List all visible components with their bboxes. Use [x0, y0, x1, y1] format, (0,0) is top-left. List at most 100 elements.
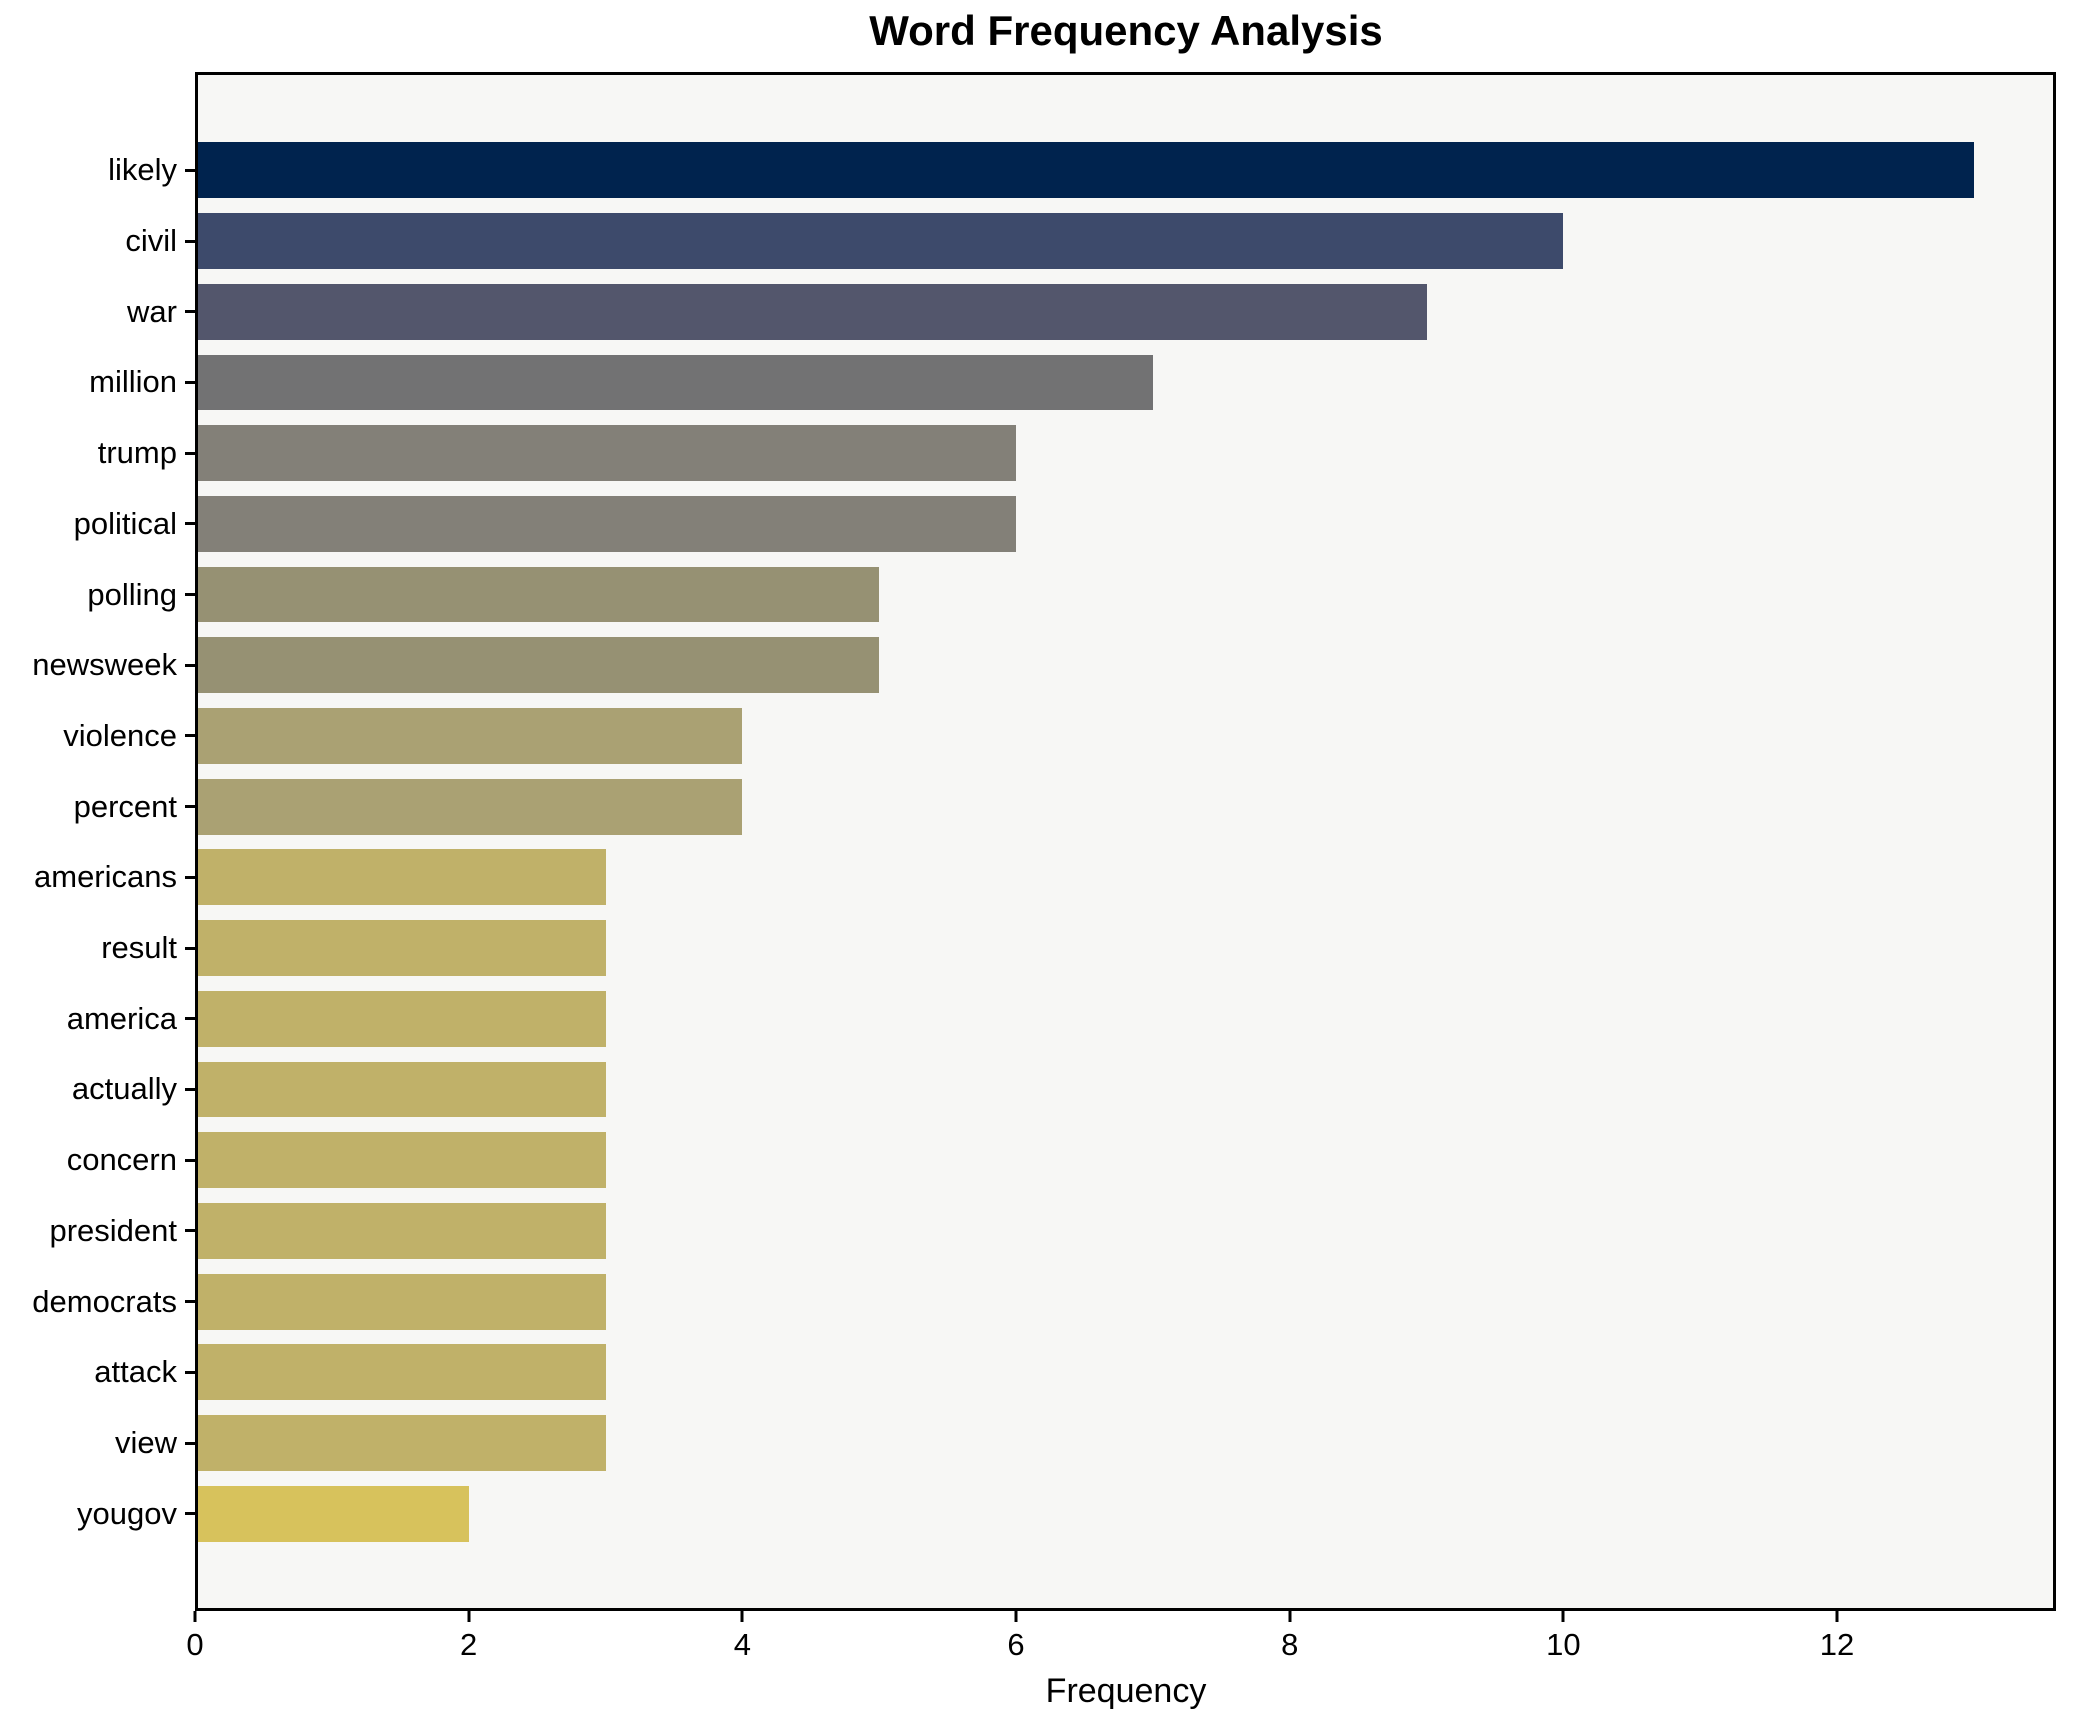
- y-tick-cell: [177, 1408, 195, 1479]
- bar-row: democrats: [0, 1266, 2056, 1337]
- bar-track: [195, 1054, 2056, 1125]
- y-tick-mark: [185, 451, 195, 455]
- y-tick-label: trump: [97, 435, 177, 471]
- bar-row: attack: [0, 1337, 2056, 1408]
- y-tick-label: newsweek: [32, 647, 177, 683]
- y-tick-label: concern: [66, 1142, 177, 1178]
- y-tick-cell: [177, 842, 195, 913]
- bar-row: million: [0, 347, 2056, 418]
- bar-rows: likely civil war million trump political polli…: [0, 72, 2056, 1611]
- y-tick-cell: [177, 701, 195, 772]
- bar-view: [195, 1415, 606, 1471]
- bar-row: americans: [0, 842, 2056, 913]
- bar-track: [195, 276, 2056, 347]
- x-tick-mark: [1561, 1611, 1565, 1622]
- bar-track: [195, 1337, 2056, 1408]
- bar-result: [195, 920, 606, 976]
- y-tick-cell: [177, 489, 195, 560]
- bar-track: [195, 489, 2056, 560]
- y-tick-mark: [185, 734, 195, 738]
- bar-yougov: [195, 1485, 469, 1542]
- bar-track: [195, 206, 2056, 277]
- x-tick-mark: [1288, 1611, 1292, 1622]
- y-tick-label: america: [66, 1000, 177, 1036]
- bar-democrats: [195, 1273, 606, 1330]
- bar-row: view: [0, 1408, 2056, 1479]
- y-tick-cell: [177, 1337, 195, 1408]
- x-tick-label: 12: [1819, 1627, 1855, 1662]
- y-tick-mark: [185, 1158, 195, 1162]
- bar-row: violence: [0, 701, 2056, 772]
- y-tick-cell: [177, 1266, 195, 1337]
- y-tick-cell: [177, 347, 195, 418]
- y-tick-cell: [177, 418, 195, 489]
- bar-track: [195, 1125, 2056, 1196]
- x-tick-label: 8: [1281, 1627, 1299, 1662]
- bar-violence: [195, 708, 743, 764]
- bar-track: [195, 347, 2056, 418]
- y-tick-cell: [177, 135, 195, 206]
- bar-million: [195, 354, 1153, 411]
- bar-track: [195, 1266, 2056, 1337]
- y-tick-cell: [177, 771, 195, 842]
- y-tick-label: result: [101, 930, 177, 966]
- y-tick-mark: [185, 593, 195, 597]
- x-tick-label: 10: [1546, 1627, 1581, 1662]
- bar-row: newsweek: [0, 630, 2056, 701]
- x-tick-mark: [1835, 1611, 1839, 1622]
- bar-row: america: [0, 983, 2056, 1054]
- y-tick-mark: [185, 522, 195, 526]
- y-tick-label: million: [89, 364, 177, 400]
- x-tick-mark: [467, 1611, 471, 1622]
- bar-row: result: [0, 913, 2056, 984]
- y-tick-mark: [185, 168, 195, 172]
- bar-percent: [195, 778, 743, 835]
- x-tick-mark: [740, 1611, 744, 1622]
- bar-likely: [195, 142, 1974, 199]
- x-axis-label: Frequency: [1045, 1672, 1207, 1710]
- y-tick-cell: [177, 206, 195, 277]
- y-tick-cell: [177, 1125, 195, 1196]
- bar-row: polling: [0, 559, 2056, 630]
- y-tick-mark: [185, 1087, 195, 1091]
- bar-track: [195, 842, 2056, 913]
- bar-row: concern: [0, 1125, 2056, 1196]
- y-tick-label: percent: [73, 788, 177, 824]
- bar-track: [195, 135, 2056, 206]
- bar-row: percent: [0, 771, 2056, 842]
- bar-row: political: [0, 489, 2056, 560]
- y-tick-label: americans: [34, 859, 177, 895]
- y-tick-mark: [185, 1229, 195, 1233]
- y-tick-cell: [177, 630, 195, 701]
- x-tick-label: 6: [1007, 1627, 1025, 1662]
- y-tick-mark: [185, 380, 195, 384]
- bar-row: civil: [0, 206, 2056, 277]
- y-tick-cell: [177, 1054, 195, 1125]
- x-tick-mark: [193, 1611, 197, 1622]
- y-tick-mark: [185, 805, 195, 809]
- y-tick-label: political: [73, 505, 177, 541]
- y-tick-cell: [177, 1478, 195, 1549]
- y-tick-cell: [177, 913, 195, 984]
- y-tick-label: violence: [63, 717, 177, 753]
- y-tick-cell: [177, 1196, 195, 1267]
- bar-political: [195, 495, 1017, 552]
- bar-track: [195, 559, 2056, 630]
- bar-row: war: [0, 276, 2056, 347]
- bar-track: [195, 771, 2056, 842]
- bar-war: [195, 283, 1427, 340]
- x-axis: 0 2 4 6 8 10 12: [186, 1611, 2056, 1691]
- y-tick-mark: [185, 239, 195, 243]
- y-tick-mark: [185, 1512, 195, 1516]
- y-tick-cell: [177, 559, 195, 630]
- bar-polling: [195, 566, 880, 623]
- bar-track: [195, 701, 2056, 772]
- y-tick-mark: [185, 663, 195, 667]
- bar-president: [195, 1202, 606, 1259]
- bar-americans: [195, 849, 606, 906]
- y-tick-mark: [185, 1441, 195, 1445]
- y-tick-label: war: [127, 293, 177, 329]
- y-tick-mark: [185, 310, 195, 314]
- y-tick-mark: [185, 1300, 195, 1304]
